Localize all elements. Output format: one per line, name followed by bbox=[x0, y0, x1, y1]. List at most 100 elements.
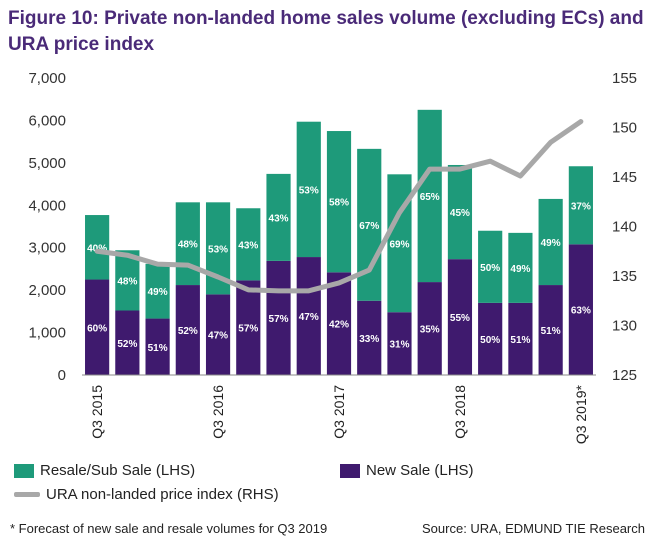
bar-layer: 60%40%52%48%51%49%52%48%47%53%57%43%57%4… bbox=[85, 109, 593, 375]
legend-swatch-new-sale bbox=[340, 463, 360, 478]
y-left-tick-label: 3,000 bbox=[28, 240, 66, 257]
bar-resale bbox=[447, 164, 473, 260]
bar-new-sale bbox=[508, 302, 533, 375]
data-label-resale: 48% bbox=[178, 240, 198, 251]
data-label-new-sale: 42% bbox=[329, 320, 349, 331]
bar-resale bbox=[115, 250, 140, 311]
data-label-new-sale: 60% bbox=[87, 323, 107, 334]
bar-new-sale bbox=[326, 272, 352, 375]
y-right-tick-label: 135 bbox=[612, 268, 637, 285]
bar-resale bbox=[266, 173, 291, 261]
legend-label-new-sale: New Sale (LHS) bbox=[366, 462, 474, 479]
y-left-tick-label: 0 bbox=[58, 367, 66, 384]
data-label-new-sale: 35% bbox=[420, 325, 440, 336]
bar-resale bbox=[417, 109, 442, 283]
bar-new-sale bbox=[175, 285, 200, 375]
price-index-line bbox=[94, 119, 584, 294]
data-label-new-sale: 33% bbox=[359, 334, 379, 345]
footnote: * Forecast of new sale and resale volume… bbox=[10, 521, 328, 536]
source-note: Source: URA, EDMUND TIE Research bbox=[422, 521, 645, 536]
data-label-resale: 50% bbox=[480, 263, 500, 274]
bar-resale bbox=[145, 263, 170, 319]
chart-svg: 60%40%52%48%51%49%52%48%47%53%57%43%57%4… bbox=[28, 70, 637, 444]
y-left-tick-label: 2,000 bbox=[28, 282, 66, 299]
bar-new-sale bbox=[145, 318, 170, 375]
bar-new-sale bbox=[417, 282, 442, 375]
data-label-resale: 45% bbox=[450, 208, 470, 219]
data-label-resale: 49% bbox=[510, 264, 530, 275]
bar-resale bbox=[478, 230, 503, 303]
bar-new-sale bbox=[568, 244, 593, 375]
data-label-new-sale: 57% bbox=[269, 314, 289, 325]
data-label-resale: 69% bbox=[389, 239, 409, 250]
data-label-new-sale: 31% bbox=[389, 340, 409, 351]
data-label-new-sale: 52% bbox=[117, 339, 137, 350]
data-label-new-sale: 47% bbox=[299, 312, 319, 323]
bar-new-sale bbox=[357, 300, 382, 375]
legend-swatch-resale bbox=[14, 463, 34, 478]
data-label-resale: 53% bbox=[299, 185, 319, 196]
data-label-new-sale: 51% bbox=[541, 326, 561, 337]
bar-new-sale bbox=[387, 312, 412, 375]
x-tick-label: Q3 2016 bbox=[210, 385, 226, 439]
data-label-resale: 53% bbox=[208, 244, 228, 255]
legend-swatch-price-index bbox=[14, 492, 40, 497]
y-right-tick-label: 130 bbox=[612, 318, 637, 335]
data-label-new-sale: 51% bbox=[510, 335, 530, 346]
data-label-new-sale: 57% bbox=[238, 324, 258, 335]
bar-resale bbox=[296, 121, 321, 258]
y-right-tick-label: 140 bbox=[612, 219, 637, 236]
bar-new-sale bbox=[85, 279, 110, 375]
data-label-new-sale: 63% bbox=[571, 306, 591, 317]
bar-resale bbox=[326, 131, 352, 273]
y-right-axis: 125 130 135 140 145 150 155 bbox=[612, 70, 637, 384]
data-label-resale: 67% bbox=[359, 221, 379, 232]
y-left-tick-label: 4,000 bbox=[28, 197, 66, 214]
bar-resale bbox=[508, 232, 533, 303]
legend-label-resale: Resale/Sub Sale (LHS) bbox=[40, 462, 196, 479]
bar-new-sale bbox=[266, 260, 291, 375]
data-label-resale: 43% bbox=[238, 240, 258, 251]
x-axis: Q3 2015 Q3 2016 Q3 2017 Q3 2018 Q3 2019* bbox=[82, 374, 596, 444]
bar-resale bbox=[236, 208, 261, 281]
x-tick-label: Q3 2015 bbox=[89, 385, 105, 439]
legend-item-resale: Resale/Sub Sale (LHS) bbox=[14, 462, 195, 479]
bar-new-sale bbox=[296, 257, 321, 375]
legend-item-price-index: URA non-landed price index (RHS) bbox=[14, 486, 279, 503]
legend-item-new-sale: New Sale (LHS) bbox=[340, 462, 474, 479]
legend-label-price-index: URA non-landed price index (RHS) bbox=[46, 486, 279, 503]
data-label-resale: 48% bbox=[117, 276, 137, 287]
data-label-resale: 43% bbox=[269, 213, 289, 224]
x-tick-label: Q3 2019* bbox=[573, 384, 589, 444]
bar-new-sale bbox=[205, 294, 231, 375]
data-label-new-sale: 47% bbox=[208, 331, 228, 342]
bar-resale bbox=[85, 215, 110, 280]
bar-new-sale bbox=[236, 280, 261, 375]
y-left-tick-label: 7,000 bbox=[28, 70, 66, 87]
data-label-resale: 49% bbox=[148, 287, 168, 298]
data-label-new-sale: 55% bbox=[450, 313, 470, 324]
data-label-resale: 58% bbox=[329, 198, 349, 209]
data-label-new-sale: 52% bbox=[178, 326, 198, 337]
line-layer bbox=[94, 119, 584, 294]
data-label-new-sale: 51% bbox=[148, 343, 168, 354]
bar-new-sale bbox=[447, 259, 473, 375]
bar-resale bbox=[538, 198, 563, 286]
y-left-tick-label: 6,000 bbox=[28, 112, 66, 129]
bar-new-sale bbox=[478, 302, 503, 375]
data-label-new-sale: 50% bbox=[480, 335, 500, 346]
y-right-tick-label: 125 bbox=[612, 367, 637, 384]
data-label-resale: 49% bbox=[541, 238, 561, 249]
y-right-tick-label: 155 bbox=[612, 70, 637, 87]
y-right-tick-label: 150 bbox=[612, 120, 637, 137]
x-tick-label: Q3 2017 bbox=[331, 385, 347, 439]
y-left-axis: 0 1,000 2,000 3,000 4,000 5,000 6,000 7,000 bbox=[28, 70, 66, 384]
bar-resale bbox=[175, 202, 200, 286]
bar-new-sale bbox=[538, 285, 563, 375]
data-label-resale: 65% bbox=[420, 192, 440, 203]
chart-title: Figure 10: Private non-landed home sales… bbox=[8, 8, 644, 55]
data-label-resale: 37% bbox=[571, 201, 591, 212]
bar-resale bbox=[568, 166, 593, 245]
y-left-tick-label: 5,000 bbox=[28, 155, 66, 172]
